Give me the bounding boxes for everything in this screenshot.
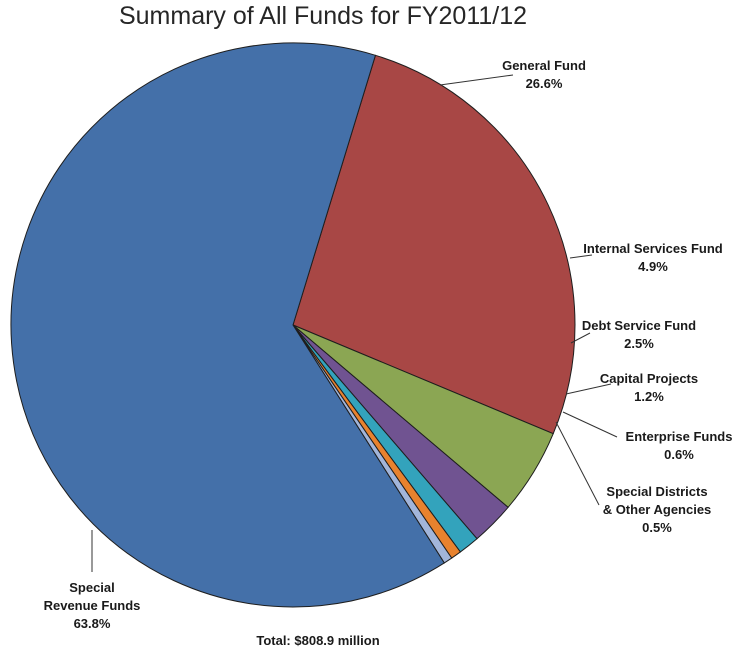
pie-slices: [10, 42, 576, 608]
chart-title: Summary of All Funds for FY2011/12: [119, 2, 527, 30]
leader-line-special-districts-other-agencies: [555, 421, 600, 506]
slice-labels: General Fund 26.6% Internal Services Fund 4…: [44, 58, 733, 631]
total-footnote: Total: $808.9 million: [256, 633, 379, 648]
slice-value-label: 0.5%: [642, 520, 672, 535]
slice-value-label: 2.5%: [624, 336, 654, 351]
slice-label-special-districts-other-agencies: Special Districts & Other Agencies 0.5%: [603, 484, 712, 535]
pie-slice-general-fund: [292, 54, 576, 435]
slice-name-label: Enterprise Funds: [626, 429, 733, 444]
slice-name-label: Capital Projects: [600, 371, 698, 386]
slice-value-label: 26.6%: [526, 76, 563, 91]
slice-name-label: & Other Agencies: [603, 502, 712, 517]
leader-line-debt-service-fund: [570, 332, 591, 344]
slice-label-debt-service-fund: Debt Service Fund 2.5%: [582, 318, 696, 351]
slice-label-capital-projects: Capital Projects 1.2%: [600, 371, 698, 404]
slice-label-general-fund: General Fund 26.6%: [502, 58, 586, 91]
slice-name-label: Debt Service Fund: [582, 318, 696, 333]
slice-name-label: General Fund: [502, 58, 586, 73]
leader-line-capital-projects: [565, 383, 612, 395]
slice-name-label: Special: [69, 580, 115, 595]
leader-lines: [91, 74, 618, 572]
slice-value-label: 0.6%: [664, 447, 694, 462]
slice-label-enterprise-funds: Enterprise Funds 0.6%: [626, 429, 733, 462]
leader-line-general-fund: [439, 74, 514, 86]
slice-label-special-revenue-funds: Special Revenue Funds 63.8%: [44, 580, 141, 631]
slice-name-label: Internal Services Fund: [583, 241, 722, 256]
slice-value-label: 63.8%: [74, 616, 111, 631]
leader-line-internal-services-fund: [569, 254, 593, 259]
pie-slice-special-revenue-funds: [10, 42, 446, 608]
slice-label-internal-services-fund: Internal Services Fund 4.9%: [583, 241, 722, 274]
slice-value-label: 4.9%: [638, 259, 668, 274]
slice-name-label: Special Districts: [606, 484, 707, 499]
slice-name-label: Revenue Funds: [44, 598, 141, 613]
leader-line-enterprise-funds: [562, 411, 618, 438]
slice-value-label: 1.2%: [634, 389, 664, 404]
